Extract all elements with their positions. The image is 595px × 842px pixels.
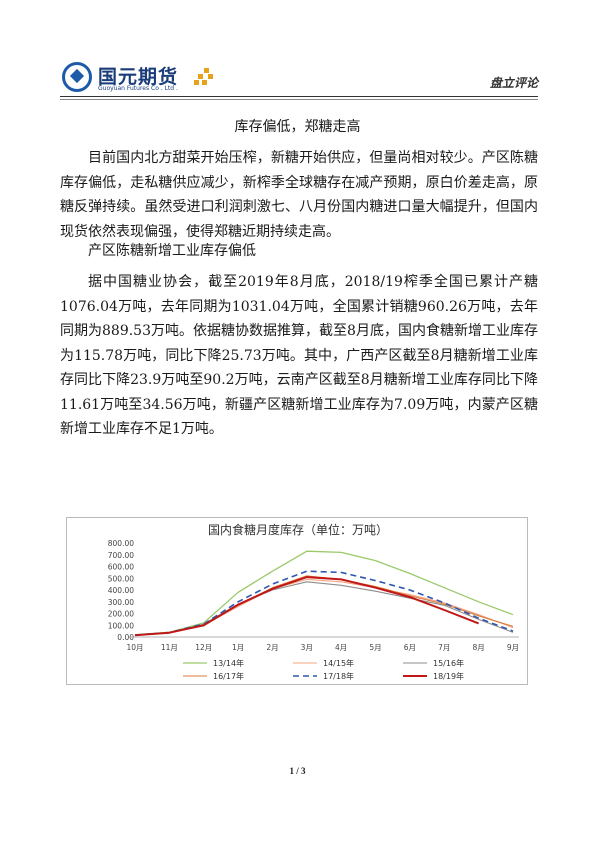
x-tick-label: 5月 bbox=[369, 643, 381, 652]
paragraph-2: 据中国糖业协会，截至2019年8月底，2018/19榨季全国已累计产糖1076.… bbox=[60, 270, 538, 442]
header-rule bbox=[60, 96, 538, 97]
legend-label: 17/18年 bbox=[323, 671, 354, 681]
series-line bbox=[134, 570, 514, 636]
y-tick-label: 600.00 bbox=[108, 563, 134, 572]
paragraph-2-text: 据中国糖业协会，截至2019年8月底，2018/19榨季全国已累计产糖1076.… bbox=[60, 274, 538, 437]
x-tick-label: 9月 bbox=[507, 643, 519, 652]
x-tick-label: 7月 bbox=[438, 643, 450, 652]
x-tick-label: 10月 bbox=[126, 643, 143, 652]
x-tick-label: 8月 bbox=[472, 643, 484, 652]
x-tick-label: 11月 bbox=[161, 643, 178, 652]
company-name-en: Guoyuan Futures Co . Ltd . bbox=[98, 85, 178, 92]
x-tick-label: 1月 bbox=[232, 643, 244, 652]
legend-label: 16/17年 bbox=[213, 671, 244, 681]
series-line bbox=[134, 576, 479, 637]
header-slogan: 盘立评论 bbox=[489, 76, 538, 90]
x-tick-label: 2月 bbox=[266, 643, 278, 652]
legend-label: 18/19年 bbox=[433, 671, 464, 681]
paragraph-1: 目前国内北方甜菜开始压榨，新糖开始供应，但量尚相对较少。产区陈糖库存偏低，走私糖… bbox=[60, 146, 538, 244]
chart-title: 国内食糖月度库存（单位：万吨） bbox=[208, 522, 388, 537]
y-tick-label: 700.00 bbox=[108, 551, 134, 560]
x-tick-label: 4月 bbox=[335, 643, 347, 652]
y-tick-label: 100.00 bbox=[108, 621, 134, 630]
inventory-chart: 国内食糖月度库存（单位：万吨） 0.00 100.00 200.00 300.00 400… bbox=[66, 517, 528, 685]
y-tick-label: 800.00 bbox=[108, 539, 134, 548]
series-line bbox=[134, 550, 514, 636]
article-title: 库存偏低，郑糖走高 bbox=[234, 119, 361, 135]
y-tick-label: 500.00 bbox=[108, 574, 134, 583]
y-tick-label: 200.00 bbox=[108, 610, 134, 619]
page-header: 国元期货 Guoyuan Futures Co . Ltd . 盘立评论 bbox=[60, 58, 538, 103]
logo-dots-icon bbox=[194, 68, 214, 88]
y-tick-label: 400.00 bbox=[108, 586, 134, 595]
x-tick-label: 3月 bbox=[301, 643, 313, 652]
chart-svg: 国内食糖月度库存（单位：万吨） 0.00 100.00 200.00 300.00 400… bbox=[108, 522, 519, 681]
y-tick-label: 300.00 bbox=[108, 598, 134, 607]
logo-mark-icon bbox=[62, 62, 92, 92]
x-tick-label: 12月 bbox=[195, 643, 212, 652]
x-tick-label: 6月 bbox=[404, 643, 416, 652]
legend-label: 14/15年 bbox=[323, 658, 354, 668]
y-tick-label: 0.00 bbox=[117, 633, 134, 642]
page-number: 1 / 3 bbox=[289, 766, 306, 776]
paragraph-1-text: 目前国内北方甜菜开始压榨，新糖开始供应，但量尚相对较少。产区陈糖库存偏低，走私糖… bbox=[60, 150, 538, 240]
header-rule-thin bbox=[60, 99, 538, 100]
section-subheading: 产区陈糖新增工业库存偏低 bbox=[88, 243, 256, 259]
legend-label: 13/14年 bbox=[213, 658, 244, 668]
company-name-cn: 国元期货 bbox=[98, 66, 179, 88]
legend-label: 15/16年 bbox=[433, 658, 464, 668]
